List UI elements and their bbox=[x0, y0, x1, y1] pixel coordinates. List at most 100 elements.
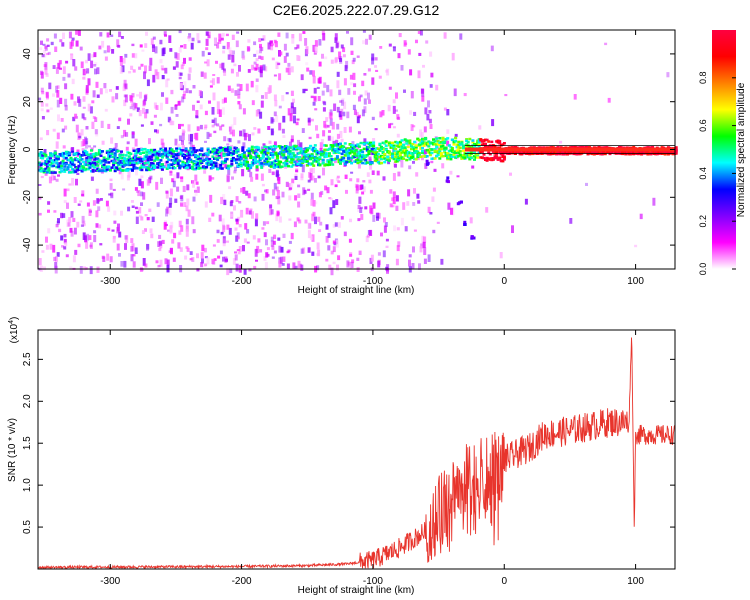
spectrogram-cell bbox=[365, 236, 369, 243]
spectrogram-ridge-cell bbox=[181, 152, 185, 156]
spectrogram-cell bbox=[112, 147, 116, 155]
spectrogram-ridge-cell bbox=[339, 146, 342, 149]
spectrogram-ridge-cell bbox=[135, 167, 139, 170]
spectrogram-cell bbox=[238, 246, 242, 252]
spectrogram-ridge-cell bbox=[293, 154, 297, 157]
spectrogram-ridge-cell bbox=[294, 146, 298, 150]
spectrogram-cell bbox=[124, 53, 128, 58]
spectrogram-ridge-cell bbox=[236, 154, 240, 158]
spectrogram-ridge-cell bbox=[86, 167, 90, 171]
spectrogram-ridge-cell bbox=[346, 149, 350, 152]
spectrogram-ridge-cell bbox=[153, 159, 157, 162]
spectrogram-ridge-cell bbox=[488, 152, 492, 156]
spectrogram-cell bbox=[327, 232, 331, 238]
spectrogram-ridge-cell bbox=[342, 150, 346, 153]
spectrogram-ridge-cell bbox=[195, 154, 199, 158]
spectrogram-ridge-cell bbox=[247, 154, 251, 157]
spectrogram-ridge-cell bbox=[90, 149, 93, 152]
spectrogram-cell bbox=[180, 142, 184, 147]
spectrogram-cell bbox=[123, 129, 127, 137]
spectrogram-ridge-cell bbox=[102, 156, 106, 159]
spectrogram-ridge-cell bbox=[452, 153, 456, 156]
spectrogram-cell bbox=[198, 90, 202, 96]
spectrogram-ridge-cell bbox=[332, 151, 336, 155]
spectrogram-cell bbox=[217, 255, 221, 259]
spectrogram-ridge-cell bbox=[380, 154, 383, 158]
spectrogram-cell bbox=[305, 62, 309, 66]
spectrogram-cell bbox=[95, 210, 99, 218]
spectrogram-ridge-cell bbox=[425, 148, 429, 152]
spectrogram-ridge-cell bbox=[184, 164, 188, 167]
spectrogram-cell bbox=[165, 79, 169, 88]
spectrogram-ridge-cell bbox=[255, 146, 259, 150]
spectrogram-ridge-cell bbox=[427, 151, 431, 154]
spectrogram-cell bbox=[80, 141, 84, 147]
spectrogram-cell bbox=[366, 234, 370, 238]
spectrogram-ridge-cell bbox=[373, 159, 377, 162]
spectrogram-ridge-cell bbox=[553, 151, 557, 154]
spectrogram-ridge-cell bbox=[249, 164, 253, 167]
snr-x-tick-label: -100 bbox=[363, 576, 383, 587]
spectrogram-ridge-cell bbox=[137, 150, 141, 153]
spectrogram-cell bbox=[145, 158, 148, 166]
spectrogram-cell bbox=[221, 124, 225, 127]
spectrogram-cell bbox=[504, 94, 508, 97]
spectrogram-ridge-cell bbox=[149, 148, 153, 152]
spectrogram-ridge-cell bbox=[343, 142, 347, 145]
spectrogram-cell bbox=[469, 217, 473, 224]
spectrogram-cell bbox=[335, 199, 339, 205]
spectrogram-cell bbox=[152, 74, 156, 83]
spectrogram-cell bbox=[83, 117, 87, 121]
spectrogram-ridge-cell bbox=[405, 149, 409, 153]
spectrogram-ridge-cell bbox=[146, 149, 150, 152]
spectrogram-ridge-cell bbox=[110, 150, 114, 153]
spectrogram-ridge-cell bbox=[75, 157, 79, 161]
spectrogram-ridge-cell bbox=[61, 161, 65, 164]
spectrogram-ridge-cell bbox=[271, 156, 275, 159]
spectrogram-ridge-cell bbox=[192, 147, 196, 150]
spectrogram-ridge-cell bbox=[493, 145, 497, 148]
spectrogram-cell bbox=[325, 117, 329, 122]
spectrogram-ridge-cell bbox=[318, 155, 322, 159]
spectrogram-ridge-cell bbox=[263, 151, 267, 154]
spectrogram-cell bbox=[377, 212, 381, 219]
spectrogram-ridge-cell bbox=[391, 144, 394, 147]
spectrogram-cell bbox=[180, 225, 184, 232]
spectrogram-cell bbox=[140, 191, 144, 197]
spectrogram-ridge-cell bbox=[156, 156, 160, 160]
spectrogram-ridge-cell bbox=[400, 139, 404, 142]
spectrogram-ridge-cell bbox=[241, 148, 245, 151]
spectrogram-ridge-cell bbox=[435, 145, 439, 149]
spectrogram-ridge-cell bbox=[97, 169, 101, 173]
spectrogram-cell bbox=[92, 200, 96, 206]
spectrogram-cell bbox=[355, 111, 359, 117]
spectrogram-ridge-cell bbox=[269, 153, 273, 156]
spectrogram-ridge-cell bbox=[296, 162, 300, 165]
spectrogram-cell bbox=[351, 60, 355, 65]
spectrogram-cell bbox=[64, 125, 68, 130]
spectrogram-ridge-cell bbox=[162, 149, 166, 153]
spectrogram-ridge-cell bbox=[659, 151, 662, 154]
spectrogram-ridge-cell bbox=[466, 140, 470, 144]
spectrogram-ridge-cell bbox=[167, 164, 171, 167]
spectrogram-ridge-cell bbox=[110, 166, 114, 169]
spectrogram-cell bbox=[229, 268, 233, 274]
spectrogram-ridge-cell bbox=[47, 160, 51, 163]
spectrogram-cell bbox=[125, 132, 129, 137]
spectrogram-cell bbox=[40, 71, 44, 79]
spectrogram-ridge-cell bbox=[151, 153, 155, 157]
spectrogram-ridge-cell bbox=[167, 165, 171, 169]
spectrogram-cell bbox=[114, 143, 118, 148]
spectrogram-cell bbox=[397, 53, 401, 59]
spectrogram-ridge-cell bbox=[235, 158, 238, 161]
spectrogram-cell bbox=[288, 218, 292, 221]
spectrogram-ridge-cell bbox=[108, 155, 112, 158]
spectrogram-ridge-cell bbox=[274, 145, 278, 149]
spectrogram-ridge-cell bbox=[564, 150, 568, 153]
spectrogram-ridge-cell bbox=[276, 154, 279, 157]
spectrogram-ridge-cell bbox=[104, 161, 108, 164]
spectrogram-ridge-cell bbox=[449, 157, 453, 161]
spectrogram-ridge-cell bbox=[335, 156, 339, 160]
spectrogram-ridge-cell bbox=[186, 166, 190, 169]
spectrogram-ridge-cell bbox=[131, 159, 134, 162]
